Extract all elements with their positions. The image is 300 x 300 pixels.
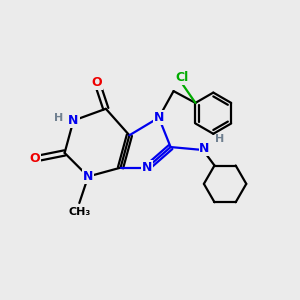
Text: CH₃: CH₃ <box>68 207 91 218</box>
Text: N: N <box>83 170 93 183</box>
Text: H: H <box>214 134 224 144</box>
Text: N: N <box>154 111 164 124</box>
Text: N: N <box>199 142 210 155</box>
Text: H: H <box>53 113 63 123</box>
Text: Cl: Cl <box>176 71 189 84</box>
Text: N: N <box>68 114 79 127</box>
Text: O: O <box>30 152 40 165</box>
Text: O: O <box>92 76 102 89</box>
Text: N: N <box>142 161 152 174</box>
